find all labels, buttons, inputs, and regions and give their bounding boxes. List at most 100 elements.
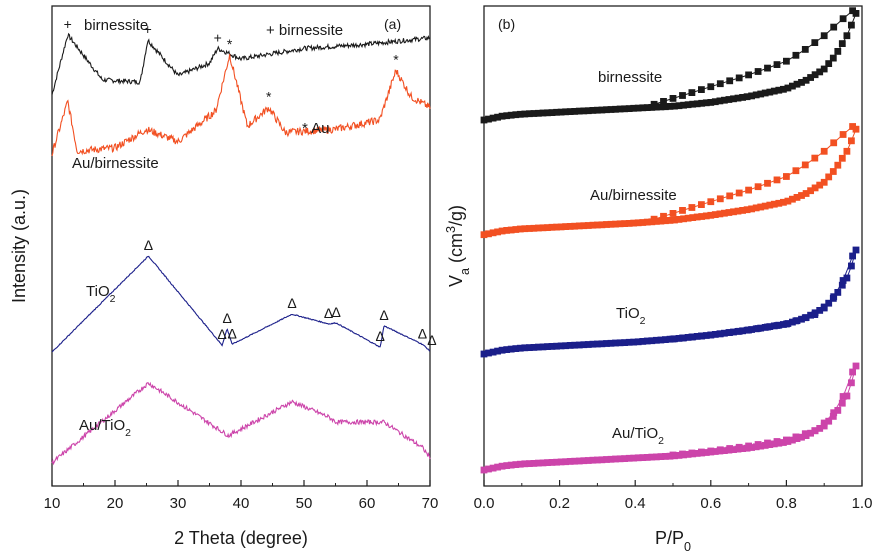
isotherm-adsorption-tio2-point-39 — [657, 336, 665, 344]
isotherm-desorption-birnessite-point-13 — [773, 61, 781, 68]
xrd-peak-marker-tio2-5: Δ — [324, 305, 333, 321]
isotherm-adsorption-birnessite-point-62 — [761, 89, 769, 97]
isotherm-adsorption-birnessite-point-64 — [770, 87, 778, 95]
isotherm-adsorption-birnessite-point-30 — [616, 105, 624, 113]
isotherm-adsorption-birnessite-point-34 — [634, 104, 642, 112]
isotherm-desorption-au-birnessite-point-1 — [660, 212, 667, 220]
isotherm-adsorption-au-tio2-point-32 — [625, 454, 633, 462]
xrd-series-label-birnessite: birnessite — [84, 17, 148, 34]
isotherm-adsorption-au-birnessite-point-36 — [643, 218, 651, 226]
isotherm-adsorption-au-tio2-point-12 — [535, 459, 542, 467]
isotherm-adsorption-birnessite-point-27 — [603, 106, 610, 114]
isotherm-adsorption-birnessite-point-65 — [775, 86, 783, 94]
xrd-peak-marker-au-birnessite-2: * — [393, 51, 399, 67]
isotherm-adsorption-au-birnessite-point-19 — [566, 223, 574, 230]
isotherm-adsorption-birnessite-point-48 — [698, 99, 706, 107]
isotherm-desorption-birnessite-point-1 — [660, 98, 667, 105]
isotherm-adsorption-tio2-point-19 — [566, 342, 574, 349]
isotherm-adsorption-au-birnessite-point-2 — [489, 229, 497, 237]
isotherm-adsorption-tio2-point-3 — [494, 347, 501, 355]
isotherm-adsorption-au-birnessite-point-25 — [594, 221, 601, 229]
isotherm-desorption-au-birnessite-point-6 — [707, 198, 715, 206]
isotherm-adsorption-au-birnessite-point-9 — [521, 225, 529, 233]
isotherm-adsorption-au-birnessite-point-42 — [671, 216, 678, 224]
xrd-x-tick-label-40: 40 — [233, 495, 250, 512]
isotherm-adsorption-birnessite-point-46 — [689, 100, 697, 108]
isotherm-adsorption-au-birnessite-point-24 — [589, 221, 597, 229]
isotherm-adsorption-au-tio2-point-15 — [548, 459, 556, 466]
isotherm-adsorption-au-birnessite-point-56 — [734, 207, 742, 215]
isotherm-desorption-au-tio2-point-16 — [820, 419, 828, 427]
isotherm-adsorption-au-birnessite-point-77 — [829, 168, 837, 175]
isotherm-adsorption-birnessite-point-13 — [539, 109, 547, 117]
isotherm-adsorption-birnessite-point-29 — [612, 105, 619, 113]
isotherm-adsorption-tio2-point-72 — [807, 311, 814, 319]
isotherm-adsorption-tio2-point-4 — [498, 346, 506, 354]
isotherm-x-tick-label-0: 0.0 — [474, 495, 495, 512]
isotherm-adsorption-birnessite-point-16 — [553, 108, 560, 116]
isotherm-adsorption-au-tio2-point-78 — [834, 407, 842, 414]
isotherm-series-label-au-tio2: Au/TiO2 — [612, 425, 664, 447]
isotherm-adsorption-birnessite-point-39 — [657, 103, 665, 111]
isotherm-adsorption-tio2-point-22 — [580, 341, 588, 349]
isotherm-adsorption-au-tio2-point-17 — [557, 458, 565, 466]
isotherm-adsorption-birnessite-point-32 — [625, 105, 633, 112]
isotherm-adsorption-birnessite-point-68 — [789, 82, 796, 90]
isotherm-adsorption-birnessite-point-35 — [639, 104, 647, 112]
isotherm-adsorption-au-birnessite-point-6 — [507, 226, 515, 234]
isotherm-desorption-tio2-point-0 — [669, 335, 677, 343]
isotherm-adsorption-birnessite-point-61 — [757, 90, 765, 98]
isotherm-desorption-tio2-point-6 — [726, 329, 734, 336]
isotherm-adsorption-au-birnessite-point-63 — [766, 201, 774, 209]
isotherm-adsorption-au-tio2-point-0 — [480, 466, 488, 474]
isotherm-adsorption-birnessite-point-49 — [702, 99, 710, 107]
isotherm-adsorption-birnessite-point-28 — [607, 106, 615, 113]
isotherm-adsorption-au-tio2-point-51 — [711, 448, 719, 455]
isotherm-x-tick-label-3: 0.6 — [700, 495, 721, 512]
isotherm-adsorption-au-birnessite-point-60 — [752, 204, 760, 212]
isotherm-desorption-tio2-point-18 — [839, 277, 847, 284]
isotherm-x-tick-label-4: 0.8 — [776, 495, 797, 512]
isotherm-adsorption-au-tio2-point-35 — [639, 454, 647, 461]
isotherm-adsorption-au-birnessite-point-52 — [716, 210, 724, 218]
isotherm-adsorption-tio2-point-36 — [643, 337, 651, 345]
isotherm-adsorption-au-tio2-point-23 — [584, 457, 592, 464]
isotherm-x-tick-label-5: 1.0 — [852, 495, 873, 512]
isotherm-desorption-au-tio2-point-8 — [745, 442, 752, 450]
isotherm-adsorption-tio2-point-81 — [848, 262, 855, 270]
isotherm-adsorption-au-tio2-point-25 — [594, 456, 601, 464]
xrd-x-tick-label-10: 10 — [44, 495, 61, 512]
isotherm-desorption-au-birnessite-point-19 — [830, 139, 838, 147]
isotherm-desorption-tio2-point-7 — [735, 327, 743, 335]
isotherm-adsorption-birnessite-point-3 — [494, 113, 501, 121]
isotherm-desorption-au-tio2-point-1 — [679, 450, 686, 458]
isotherm-desorption-birnessite-point-17 — [811, 39, 819, 46]
isotherm-desorption-au-tio2-point-10 — [764, 439, 771, 447]
isotherm-adsorption-tio2-point-10 — [526, 344, 533, 351]
isotherm-adsorption-birnessite-point-76 — [825, 60, 833, 67]
isotherm-adsorption-au-tio2-point-10 — [526, 460, 533, 467]
xrd-peak-marker-birnessite-0: + — [64, 16, 72, 32]
isotherm-x-axis-label: P/P0 — [655, 528, 691, 554]
xrd-peak-marker-tio2-9: Δ — [418, 325, 427, 341]
isotherm-adsorption-tio2-point-18 — [562, 342, 569, 350]
isotherm-adsorption-au-birnessite-point-20 — [571, 222, 579, 230]
isotherm-adsorption-tio2-point-20 — [571, 341, 579, 349]
isotherm-adsorption-tio2-point-2 — [489, 348, 497, 356]
isotherm-adsorption-au-birnessite-point-59 — [748, 205, 755, 213]
isotherm-desorption-au-tio2-point-13 — [792, 433, 800, 441]
isotherm-desorption-au-birnessite-point-10 — [745, 186, 752, 194]
xrd-series-labels: birnessite Au/birnessite TiO2 Au/TiO2 — [72, 17, 159, 439]
isotherm-adsorption-tio2-point-32 — [625, 338, 633, 346]
isotherm-adsorption-au-birnessite-point-51 — [711, 211, 719, 218]
isotherm-adsorption-birnessite-point-71 — [802, 76, 810, 84]
isotherm-adsorption-au-birnessite-point-11 — [530, 224, 538, 232]
isotherm-adsorption-au-tio2-point-33 — [630, 454, 638, 462]
xrd-peak-marker-tio2-3: Δ — [228, 325, 237, 341]
isotherm-adsorption-au-birnessite-point-44 — [680, 215, 687, 223]
isotherm-adsorption-birnessite-point-67 — [784, 84, 792, 92]
isotherm-adsorption-tio2-point-13 — [539, 343, 547, 351]
isotherm-desorption-au-birnessite-point-13 — [773, 176, 781, 184]
isotherm-adsorption-au-birnessite-point-43 — [675, 216, 683, 223]
legend-note-au: * Au — [302, 120, 330, 137]
